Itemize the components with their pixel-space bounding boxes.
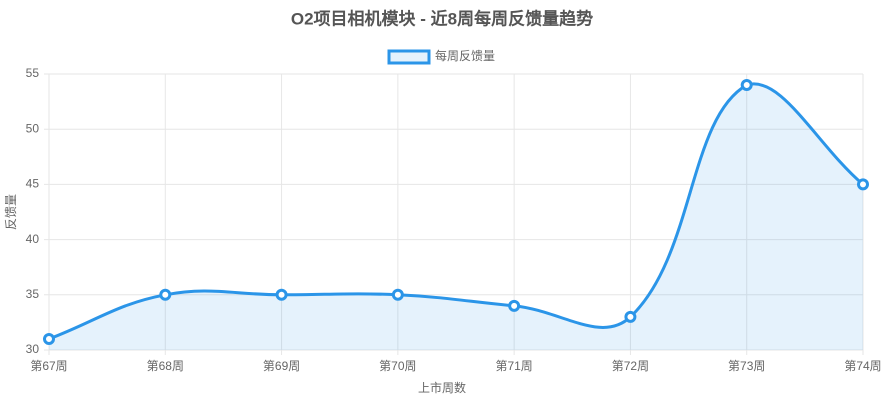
y-tick-label: 55 (26, 66, 40, 80)
point (391, 288, 404, 301)
x-tick-label: 第70周 (379, 359, 416, 373)
y-tick-label: 50 (26, 121, 40, 135)
x-tick-label: 第68周 (147, 359, 184, 373)
point (740, 79, 753, 92)
x-tick-label: 第67周 (30, 359, 67, 373)
point (508, 299, 521, 312)
y-tick-label: 45 (26, 177, 40, 191)
x-tick-label: 第69周 (263, 359, 300, 373)
y-axis-label: 反馈量 (4, 194, 18, 230)
y-tick-label: 30 (26, 342, 40, 356)
legend-swatch (387, 49, 431, 65)
point (275, 288, 288, 301)
x-tick-label: 第72周 (612, 359, 649, 373)
x-tick-label: 第71周 (495, 359, 532, 373)
chart-title: O2项目相机模块 - 近8周每周反馈量趋势 (291, 8, 593, 28)
point (159, 288, 172, 301)
x-tick-label: 第74周 (844, 359, 881, 373)
point (43, 332, 55, 345)
point (624, 310, 637, 323)
x-tick-label: 第73周 (728, 359, 765, 373)
point (857, 178, 869, 191)
y-tick-label: 35 (26, 287, 40, 301)
area (49, 83, 863, 350)
y-tick-label: 40 (26, 232, 40, 246)
x-axis-label: 上市周数 (418, 380, 466, 395)
legend-label: 每周反馈量 (435, 48, 495, 63)
